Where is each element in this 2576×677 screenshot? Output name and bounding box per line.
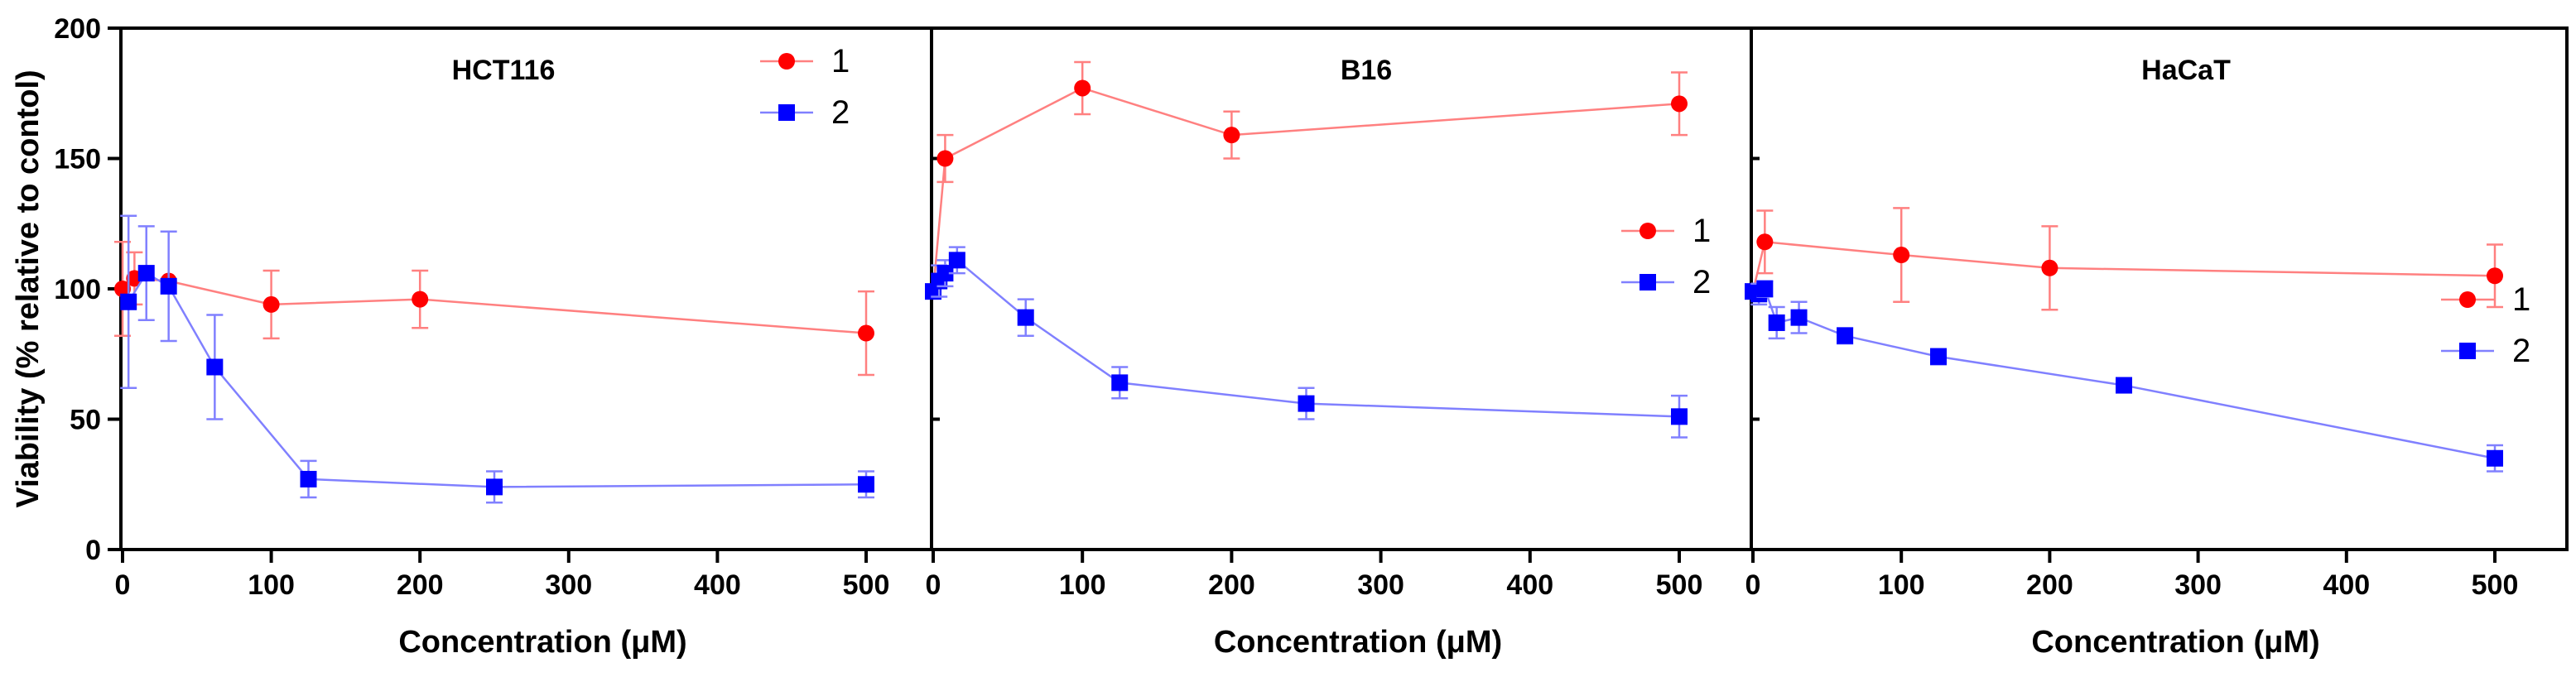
data-point-square bbox=[2116, 377, 2132, 394]
legend: 12 bbox=[1621, 213, 1711, 300]
series-line bbox=[1752, 286, 2496, 459]
data-point-square bbox=[1837, 327, 1854, 344]
data-point-square bbox=[486, 478, 503, 496]
x-axis-label: Concentration (μM) bbox=[2031, 625, 2319, 660]
legend-marker-circle bbox=[778, 53, 795, 70]
data-point-square bbox=[300, 470, 317, 487]
panel-title: HaCaT bbox=[2141, 55, 2231, 86]
series-line bbox=[1751, 240, 2496, 292]
series-2 bbox=[120, 214, 874, 504]
data-point-circle bbox=[2487, 267, 2503, 285]
legend-marker-square bbox=[778, 104, 795, 121]
y-tick-label: 200 bbox=[54, 13, 101, 45]
x-tick-label: 400 bbox=[2323, 569, 2370, 601]
data-point-square bbox=[137, 265, 155, 282]
x-tick-label: 500 bbox=[1656, 569, 1703, 601]
data-point-square bbox=[1930, 348, 1947, 365]
data-point-circle bbox=[858, 324, 874, 342]
y-axis-label: Viability (% relative to contol) bbox=[11, 70, 46, 507]
legend-label: 1 bbox=[1692, 213, 1711, 249]
data-point-square bbox=[948, 252, 965, 269]
panel-hacat: 0 100 200 300 400 500 Concentration (μM) HaCaT 1… bbox=[1745, 26, 2569, 660]
series-1 bbox=[114, 241, 874, 377]
x-tick-label: 100 bbox=[1878, 569, 1925, 601]
x-axis-label: Concentration (μM) bbox=[1214, 625, 1502, 660]
data-point-circle bbox=[1756, 233, 1774, 251]
series-1 bbox=[1745, 207, 2503, 311]
x-tick-label: 300 bbox=[2174, 569, 2222, 601]
x-tick-label: 200 bbox=[2026, 569, 2073, 601]
series-line bbox=[122, 277, 867, 334]
data-point-square bbox=[858, 476, 874, 493]
y-tick-label: 0 bbox=[85, 535, 101, 566]
x-tick-label: 400 bbox=[694, 569, 741, 601]
data-point-square bbox=[1671, 408, 1688, 425]
data-point-square bbox=[937, 265, 954, 282]
data-point-square bbox=[2487, 449, 2503, 467]
legend: 12 bbox=[760, 43, 850, 131]
panel-hct116: 0 50 100 150 200 0 100 200 300 400 500 Concentratio… bbox=[54, 13, 933, 660]
x-tick-label: 400 bbox=[1506, 569, 1553, 601]
series-2 bbox=[1745, 280, 2503, 473]
data-point-square bbox=[1790, 309, 1808, 326]
x-tick-label: 300 bbox=[1357, 569, 1404, 601]
legend-label: 1 bbox=[831, 43, 850, 79]
series-1 bbox=[925, 60, 1688, 300]
data-point-circle bbox=[1223, 127, 1240, 144]
legend-label: 1 bbox=[2512, 281, 2530, 318]
x-tick-label: 100 bbox=[1059, 569, 1106, 601]
x-tick-label: 0 bbox=[115, 569, 131, 601]
data-point-square bbox=[1768, 314, 1785, 331]
data-point-square bbox=[1298, 395, 1315, 412]
data-point-circle bbox=[937, 150, 954, 167]
series-line bbox=[932, 87, 1680, 292]
legend-marker-circle bbox=[1639, 223, 1656, 239]
x-tick-label: 0 bbox=[1745, 569, 1761, 601]
legend-marker-circle bbox=[2459, 291, 2476, 308]
data-point-circle bbox=[114, 281, 131, 297]
series-2 bbox=[925, 246, 1688, 439]
data-point-square bbox=[160, 277, 177, 295]
legend-label: 2 bbox=[1692, 264, 1711, 300]
x-axis-label: Concentration (μM) bbox=[398, 625, 686, 660]
legend: 12 bbox=[2441, 281, 2530, 369]
x-tick-label: 0 bbox=[926, 569, 941, 601]
y-tick-label: 150 bbox=[54, 144, 101, 175]
data-point-square bbox=[206, 358, 224, 376]
data-point-square bbox=[1756, 281, 1774, 297]
panel-frame bbox=[119, 26, 933, 551]
data-point-circle bbox=[1074, 79, 1091, 97]
data-point-square bbox=[120, 293, 137, 310]
data-point-circle bbox=[412, 290, 429, 308]
legend-label: 2 bbox=[2512, 333, 2530, 369]
data-point-circle bbox=[1671, 95, 1688, 113]
data-point-square bbox=[1111, 374, 1129, 391]
legend-marker-square bbox=[2459, 343, 2476, 359]
y-tick-label: 50 bbox=[70, 405, 101, 436]
data-point-circle bbox=[1893, 247, 1910, 264]
x-tick-label: 300 bbox=[545, 569, 592, 601]
x-tick-label: 200 bbox=[397, 569, 444, 601]
y-tick-label: 100 bbox=[54, 274, 101, 305]
panel-frame bbox=[1750, 26, 2569, 551]
x-tick-label: 500 bbox=[843, 569, 890, 601]
legend-label: 2 bbox=[831, 94, 850, 131]
x-tick-label: 200 bbox=[1208, 569, 1255, 601]
legend-marker-square bbox=[1639, 274, 1656, 290]
data-point-square bbox=[1017, 309, 1034, 326]
data-point-circle bbox=[262, 295, 280, 313]
x-tick-label: 500 bbox=[2472, 569, 2519, 601]
data-point-circle bbox=[2041, 259, 2058, 276]
panel-title: B16 bbox=[1341, 55, 1392, 86]
panel-title: HCT116 bbox=[452, 55, 556, 86]
x-tick-label: 100 bbox=[248, 569, 295, 601]
